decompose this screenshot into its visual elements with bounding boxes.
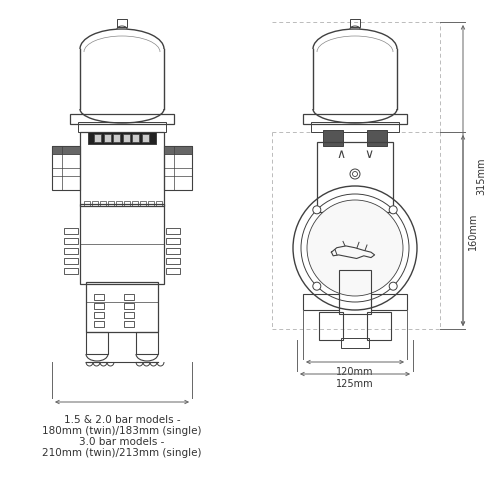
- Bar: [319, 312, 343, 340]
- Bar: [142, 135, 149, 143]
- Bar: [166, 258, 180, 264]
- Bar: [94, 294, 104, 301]
- Text: 315mm: 315mm: [476, 157, 486, 195]
- Text: ∨: ∨: [364, 148, 374, 161]
- Bar: [117, 20, 127, 28]
- Circle shape: [307, 200, 403, 296]
- Bar: [94, 312, 104, 318]
- Bar: [164, 147, 192, 155]
- Bar: [156, 201, 162, 207]
- Bar: [94, 321, 104, 327]
- Text: 210mm (twin)/213mm (single): 210mm (twin)/213mm (single): [42, 447, 202, 457]
- Bar: [116, 201, 122, 207]
- Bar: [94, 135, 101, 143]
- Bar: [124, 303, 134, 309]
- Text: ∧: ∧: [336, 148, 345, 161]
- Bar: [92, 201, 98, 207]
- Bar: [303, 115, 407, 125]
- Bar: [78, 123, 166, 133]
- Bar: [52, 147, 80, 155]
- Bar: [339, 271, 371, 314]
- Bar: [140, 201, 146, 207]
- Bar: [166, 269, 180, 274]
- Bar: [86, 283, 158, 333]
- Bar: [166, 239, 180, 244]
- Text: 1.5 & 2.0 bar models -: 1.5 & 2.0 bar models -: [64, 414, 180, 424]
- Bar: [104, 135, 110, 143]
- Bar: [52, 147, 80, 191]
- Text: 160mm: 160mm: [468, 212, 478, 250]
- Bar: [164, 147, 192, 191]
- Bar: [80, 205, 164, 285]
- Text: 180mm (twin)/183mm (single): 180mm (twin)/183mm (single): [42, 425, 202, 435]
- Bar: [64, 269, 78, 274]
- Bar: [113, 135, 120, 143]
- Bar: [64, 248, 78, 255]
- Bar: [64, 239, 78, 244]
- Text: 120mm: 120mm: [336, 366, 374, 376]
- Bar: [311, 123, 399, 133]
- Bar: [123, 135, 130, 143]
- Bar: [124, 294, 134, 301]
- Bar: [341, 338, 369, 348]
- Bar: [136, 333, 158, 354]
- Bar: [64, 228, 78, 235]
- Bar: [124, 312, 134, 318]
- Bar: [132, 135, 140, 143]
- Bar: [166, 228, 180, 235]
- Bar: [108, 201, 114, 207]
- Bar: [371, 294, 407, 310]
- Bar: [64, 258, 78, 264]
- Bar: [100, 201, 106, 207]
- Text: 3.0 bar models -: 3.0 bar models -: [80, 436, 164, 446]
- Bar: [88, 133, 156, 145]
- Bar: [124, 201, 130, 207]
- Bar: [84, 201, 90, 207]
- Bar: [94, 303, 104, 309]
- Bar: [367, 312, 391, 340]
- Bar: [80, 133, 164, 207]
- Bar: [350, 20, 360, 28]
- Bar: [367, 131, 387, 147]
- Circle shape: [389, 283, 397, 290]
- Circle shape: [313, 283, 321, 290]
- Circle shape: [313, 206, 321, 214]
- Bar: [70, 115, 174, 125]
- Bar: [323, 131, 343, 147]
- Bar: [124, 321, 134, 327]
- Circle shape: [389, 206, 397, 214]
- Bar: [303, 294, 339, 310]
- Bar: [148, 201, 154, 207]
- Text: 125mm: 125mm: [336, 378, 374, 388]
- Bar: [86, 333, 108, 354]
- Bar: [317, 143, 393, 212]
- Bar: [132, 201, 138, 207]
- Bar: [166, 248, 180, 255]
